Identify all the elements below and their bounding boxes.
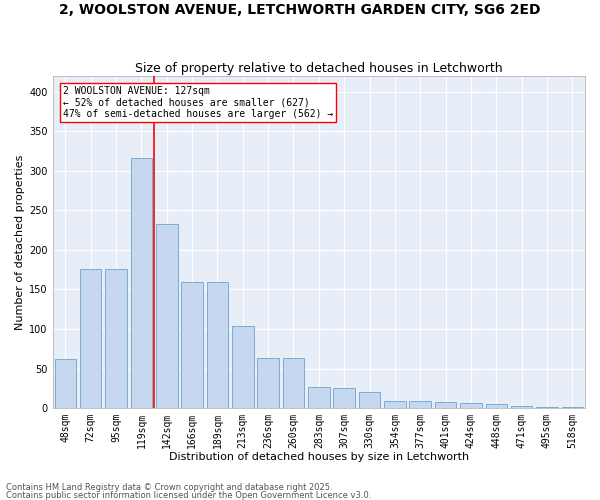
Bar [283, 358, 304, 408]
Bar [409, 401, 431, 408]
Bar [257, 358, 279, 408]
Bar [55, 359, 76, 408]
Text: 2 WOOLSTON AVENUE: 127sqm
← 52% of detached houses are smaller (627)
47% of semi: 2 WOOLSTON AVENUE: 127sqm ← 52% of detac… [63, 86, 334, 119]
Bar [232, 326, 254, 408]
Bar [206, 282, 228, 408]
Bar [131, 158, 152, 408]
Bar [536, 406, 558, 408]
Bar [485, 404, 507, 408]
Bar [156, 224, 178, 408]
Text: Contains HM Land Registry data © Crown copyright and database right 2025.: Contains HM Land Registry data © Crown c… [6, 484, 332, 492]
Text: Contains public sector information licensed under the Open Government Licence v3: Contains public sector information licen… [6, 490, 371, 500]
Bar [80, 269, 101, 408]
Bar [511, 406, 532, 408]
Text: 2, WOOLSTON AVENUE, LETCHWORTH GARDEN CITY, SG6 2ED: 2, WOOLSTON AVENUE, LETCHWORTH GARDEN CI… [59, 2, 541, 16]
Bar [181, 282, 203, 408]
Bar [334, 388, 355, 408]
X-axis label: Distribution of detached houses by size in Letchworth: Distribution of detached houses by size … [169, 452, 469, 462]
Bar [105, 269, 127, 408]
Bar [359, 392, 380, 408]
Y-axis label: Number of detached properties: Number of detached properties [15, 154, 25, 330]
Bar [308, 387, 329, 408]
Title: Size of property relative to detached houses in Letchworth: Size of property relative to detached ho… [135, 62, 503, 74]
Bar [435, 402, 457, 408]
Bar [460, 404, 482, 408]
Bar [384, 401, 406, 408]
